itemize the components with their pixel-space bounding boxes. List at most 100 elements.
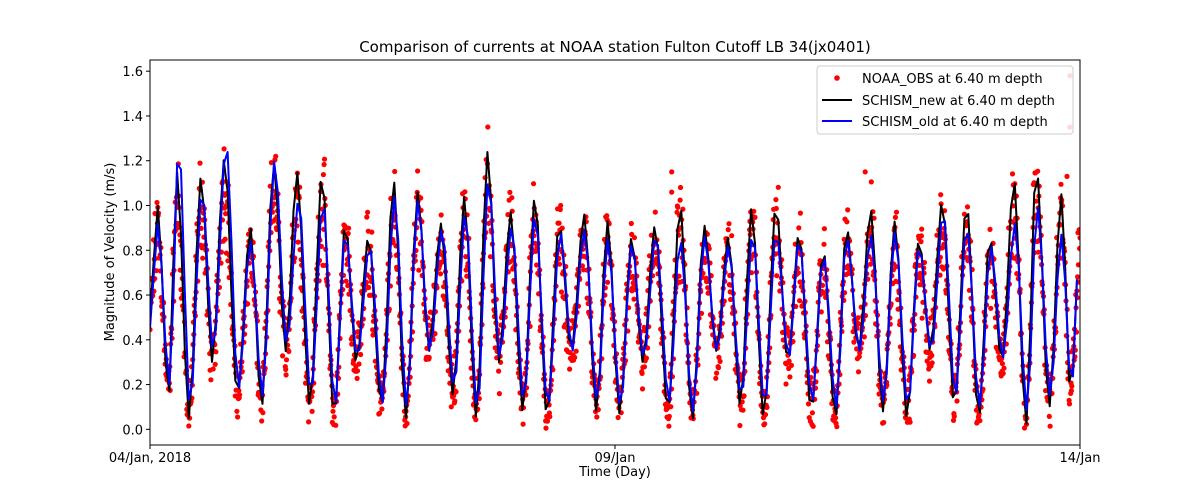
obs-point (463, 254, 469, 260)
obs-point (556, 220, 562, 226)
obs-point (677, 184, 684, 191)
obs-point (851, 339, 857, 345)
obs-point (1035, 249, 1042, 255)
obs-point (377, 410, 383, 416)
obs-point (919, 226, 925, 232)
obs-point (320, 172, 326, 178)
obs-point (1076, 227, 1080, 233)
obs-point (669, 169, 675, 175)
obs-point (954, 398, 960, 404)
obs-point (283, 357, 290, 363)
y-tick-label: 0.6 (122, 289, 143, 304)
obs-point (675, 204, 681, 210)
obs-point (639, 386, 646, 392)
obs-point (437, 271, 444, 277)
obs-point (893, 209, 900, 215)
y-axis: 0.0 0.2 0.4 0.6 0.8 1.0 1.2 1.4 1.6 (122, 65, 150, 438)
obs-point (752, 214, 758, 220)
obs-point (452, 398, 458, 404)
obs-point (234, 408, 240, 414)
obs-point (558, 289, 565, 295)
obs-point (367, 274, 373, 280)
obs-point (1077, 235, 1080, 241)
y-tick-label: 1.6 (122, 65, 143, 80)
obs-point (573, 348, 579, 354)
obs-point (907, 419, 913, 425)
obs-point (416, 267, 422, 273)
obs-point (530, 181, 537, 187)
obs-point (1046, 413, 1052, 419)
obs-point (451, 353, 457, 359)
obs-point (1035, 168, 1041, 174)
obs-point (845, 207, 851, 213)
obs-point (641, 364, 648, 370)
x-axis: 04/Jan, 2018 09/Jan 14/Jan (109, 445, 1101, 466)
obs-point (404, 420, 410, 427)
x-tick-label: 14/Jan (1060, 451, 1101, 466)
obs-point (366, 284, 372, 291)
obs-point (918, 233, 925, 239)
obs-point (628, 220, 634, 227)
obs-point (268, 160, 274, 166)
obs-point (286, 348, 292, 355)
obs-point (762, 421, 768, 427)
obs-point (615, 414, 621, 421)
obs-point (309, 408, 315, 414)
obs-point (715, 365, 722, 371)
obs-point (604, 213, 610, 219)
y-tick-label: 1.4 (122, 110, 143, 125)
obs-point (212, 361, 218, 367)
obs-point (821, 241, 827, 247)
x-tick-label: 09/Jan (595, 451, 636, 466)
obs-point (987, 226, 993, 232)
y-axis-label: Magnitude of Velocity (m/s) (103, 163, 118, 342)
obs-point (1077, 245, 1080, 252)
obs-point (453, 389, 459, 395)
obs-point (1075, 262, 1080, 268)
obs-point (666, 423, 672, 429)
obs-point (702, 259, 708, 265)
obs-point (534, 262, 540, 268)
obs-point (854, 346, 860, 352)
obs-point (961, 211, 968, 217)
y-tick-label: 0.4 (122, 334, 143, 349)
x-axis-label: Time (Day) (578, 465, 651, 480)
obs-point (821, 226, 828, 232)
obs-point (321, 161, 327, 168)
obs-point (154, 199, 160, 206)
obs-point (343, 278, 349, 284)
legend-label-obs: NOAA_OBS at 6.40 m depth (862, 72, 1043, 87)
obs-point (666, 413, 672, 419)
obs-point (929, 352, 935, 359)
obs-point (605, 279, 611, 285)
obs-point (797, 298, 803, 304)
obs-point (364, 214, 370, 220)
obs-point (507, 189, 513, 195)
obs-point (856, 321, 862, 327)
obs-point (773, 205, 779, 212)
obs-point (223, 211, 229, 217)
legend-box (816, 65, 1074, 135)
obs-point (496, 368, 502, 374)
obs-point (354, 368, 361, 374)
obs-point (714, 370, 720, 376)
obs-point (462, 189, 468, 195)
legend: NOAA_OBS at 6.40 m depth SCHISM_new at 6… (816, 65, 1074, 135)
obs-point (559, 225, 565, 231)
obs-point (556, 261, 563, 267)
obs-point (926, 378, 933, 384)
obs-point (988, 305, 994, 311)
obs-point (764, 404, 770, 410)
obs-point (868, 179, 874, 185)
legend-label-old: SCHISM_old at 6.40 m depth (862, 115, 1048, 130)
obs-point (1031, 180, 1037, 186)
obs-point (208, 377, 214, 383)
obs-point (728, 296, 734, 303)
y-tick-label: 0.0 (122, 423, 143, 438)
obs-point (726, 221, 732, 227)
obs-point (950, 417, 957, 423)
obs-point (796, 225, 802, 231)
obs-point (797, 210, 804, 216)
obs-point (740, 407, 746, 413)
obs-point (547, 414, 553, 420)
